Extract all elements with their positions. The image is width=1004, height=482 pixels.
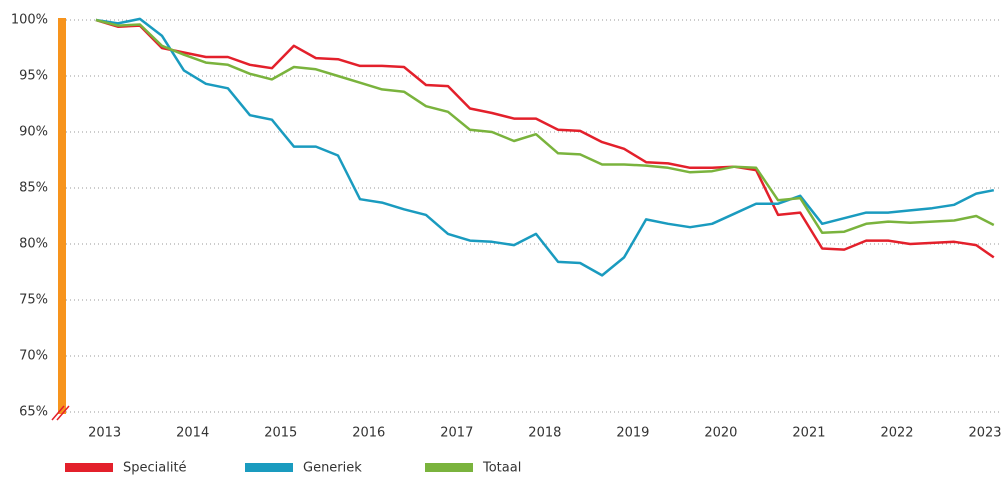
y-tick-label: 65% xyxy=(19,405,48,420)
series-line xyxy=(95,18,995,259)
x-tick-label: 2015 xyxy=(264,426,297,441)
x-tick-label: 2014 xyxy=(176,426,209,441)
x-tick-label: 2023 xyxy=(968,426,1001,441)
x-tick-label: 2017 xyxy=(440,426,473,441)
y-tick-label: 75% xyxy=(19,293,48,308)
legend-label: Totaal xyxy=(482,461,521,476)
legend-label: Generiek xyxy=(303,461,362,476)
x-tick-label: 2022 xyxy=(880,426,913,441)
x-tick-label: 2016 xyxy=(352,426,385,441)
y-tick-label: 70% xyxy=(19,349,48,364)
legend-swatch xyxy=(245,463,293,472)
y-tick-label: 85% xyxy=(19,181,48,196)
x-tick-label: 2013 xyxy=(88,426,121,441)
x-tick-label: 2018 xyxy=(528,426,561,441)
y-tick-label: 95% xyxy=(19,69,48,84)
series-line xyxy=(95,18,995,235)
legend-label: Specialité xyxy=(123,461,187,476)
y-tick-label: 90% xyxy=(19,125,48,140)
x-tick-label: 2021 xyxy=(792,426,825,441)
y-tick-label: 100% xyxy=(11,13,48,28)
series-line xyxy=(95,17,995,277)
x-tick-label: 2020 xyxy=(704,426,737,441)
axis-bar xyxy=(58,18,66,414)
legend-swatch xyxy=(65,463,113,472)
x-tick-label: 2019 xyxy=(616,426,649,441)
axis-break xyxy=(56,405,70,421)
axis-break xyxy=(51,405,65,421)
y-tick-label: 80% xyxy=(19,237,48,252)
legend-swatch xyxy=(425,463,473,472)
